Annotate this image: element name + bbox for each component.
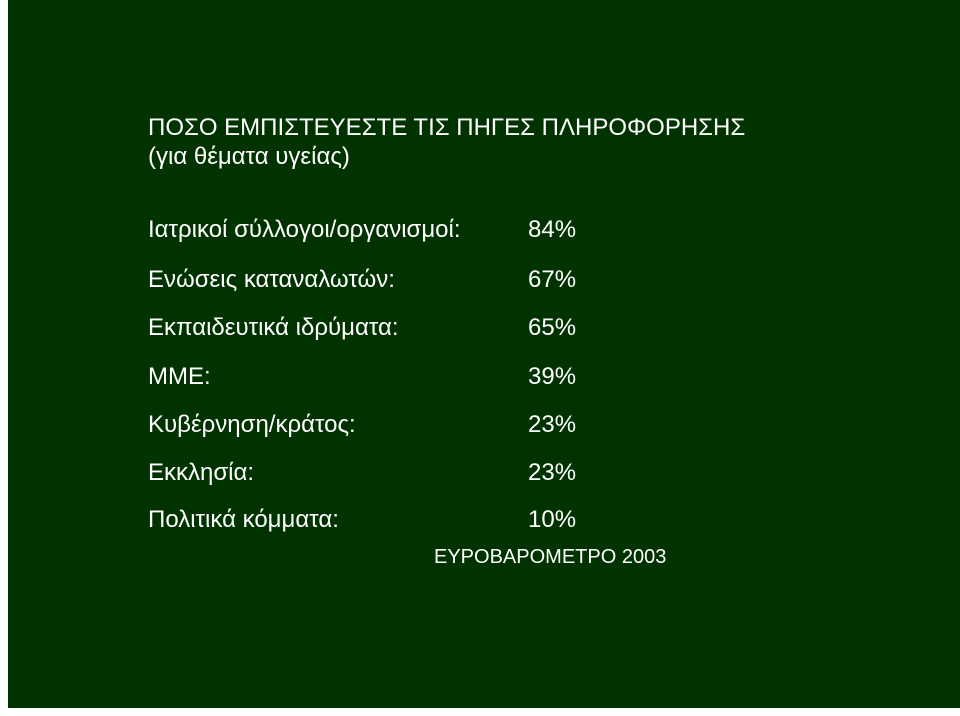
list-item: Εκκλησία: 23%	[148, 458, 588, 488]
item-value: 23%	[528, 459, 577, 486]
source-note: ΕΥΡΟΒΑΡΟΜΕΤΡΟ 2003	[434, 546, 667, 568]
item-label: Εκκλησία:	[148, 459, 255, 486]
list-item: Ενώσεις καταναλωτών: 67%	[148, 265, 588, 295]
list-item: Κυβέρνηση/κράτος: 23%	[148, 410, 588, 440]
slide-subtitle: (για θέματα υγείας)	[148, 143, 350, 170]
item-value: 10%	[528, 506, 577, 533]
slide: ΠΟΣΟ ΕΜΠΙΣΤΕΥΕΣΤΕ ΤΙΣ ΠΗΓΕΣ ΠΛΗΡΟΦΟΡΗΣΗΣ…	[8, 0, 960, 708]
item-value: 39%	[528, 363, 577, 390]
item-label: Ενώσεις καταναλωτών:	[148, 266, 395, 293]
list-item: Πολιτικά κόμματα: 10%	[148, 505, 588, 535]
item-label: ΜΜΕ:	[148, 363, 211, 390]
item-value: 84%	[528, 216, 577, 243]
slide-title: ΠΟΣΟ ΕΜΠΙΣΤΕΥΕΣΤΕ ΤΙΣ ΠΗΓΕΣ ΠΛΗΡΟΦΟΡΗΣΗΣ	[148, 114, 746, 141]
item-value: 65%	[528, 314, 577, 341]
item-value: 67%	[528, 266, 577, 293]
item-label: Εκπαιδευτικά ιδρύματα:	[148, 314, 399, 341]
list-item: Εκπαιδευτικά ιδρύματα: 65%	[148, 313, 588, 343]
list-item: ΜΜΕ: 39%	[148, 362, 588, 392]
item-value: 23%	[528, 411, 577, 438]
item-label: Ιατρικοί σύλλογοι/οργανισμοί:	[148, 216, 461, 243]
item-label: Πολιτικά κόμματα:	[148, 506, 339, 533]
list-item: Ιατρικοί σύλλογοι/οργανισμοί: 84%	[148, 215, 588, 245]
item-label: Κυβέρνηση/κράτος:	[148, 411, 356, 438]
